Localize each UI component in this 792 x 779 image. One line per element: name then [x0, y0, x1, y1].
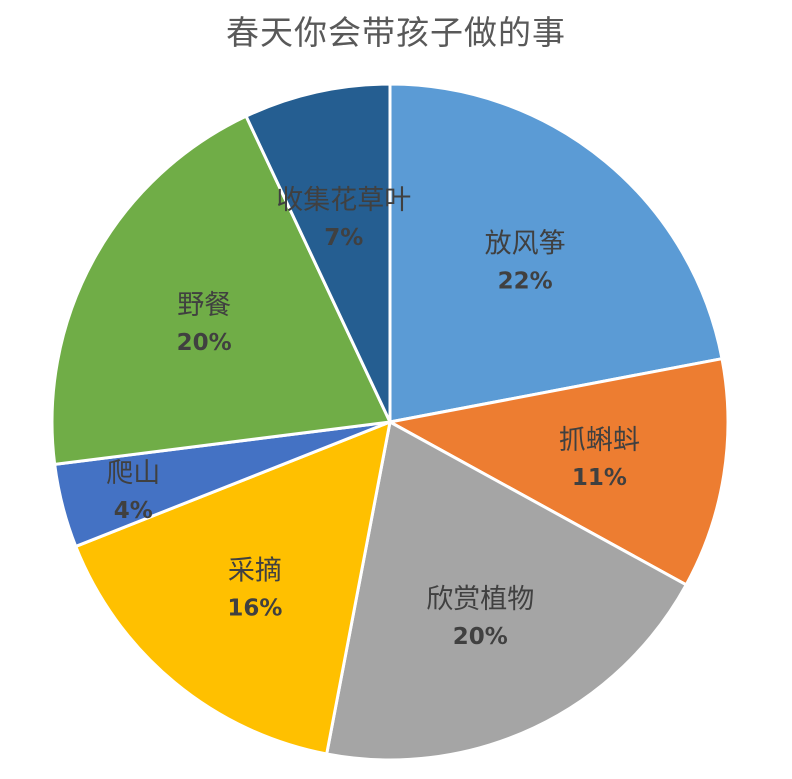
- pie-slice-6: [244, 82, 392, 424]
- pie-slices: [50, 82, 730, 762]
- slice-percent-5: 20%: [177, 330, 232, 356]
- slice-label-5: 野餐: [177, 290, 231, 321]
- slice-label-2: 欣赏植物: [426, 584, 534, 615]
- slice-label-0: 放风筝: [485, 229, 566, 260]
- pie-slice-2: [325, 420, 688, 762]
- pie-slice-1: [388, 357, 730, 587]
- slice-percent-3: 16%: [227, 595, 282, 621]
- slice-percent-4: 4%: [114, 498, 153, 524]
- slice-label-1: 抓蝌蚪: [559, 425, 640, 456]
- slice-label-3: 采摘: [228, 555, 282, 586]
- pie-slice-5: [50, 114, 392, 466]
- slice-label-4: 爬山: [106, 458, 160, 489]
- slice-label-6: 收集花草叶: [276, 185, 411, 216]
- pie-data-labels: 放风筝 22% 抓蝌蚪 11% 欣赏植物 20% 采摘 16% 爬山 4% 野餐 20% 收集花草叶 7%: [106, 185, 640, 650]
- slice-percent-6: 7%: [324, 225, 363, 251]
- chart-title: 春天你会带孩子做的事: [226, 13, 566, 52]
- slice-percent-0: 22%: [498, 269, 553, 295]
- pie-slice-3: [74, 420, 392, 756]
- slice-percent-1: 11%: [572, 465, 627, 491]
- pie-slice-0: [388, 82, 724, 424]
- slice-percent-2: 20%: [453, 624, 508, 650]
